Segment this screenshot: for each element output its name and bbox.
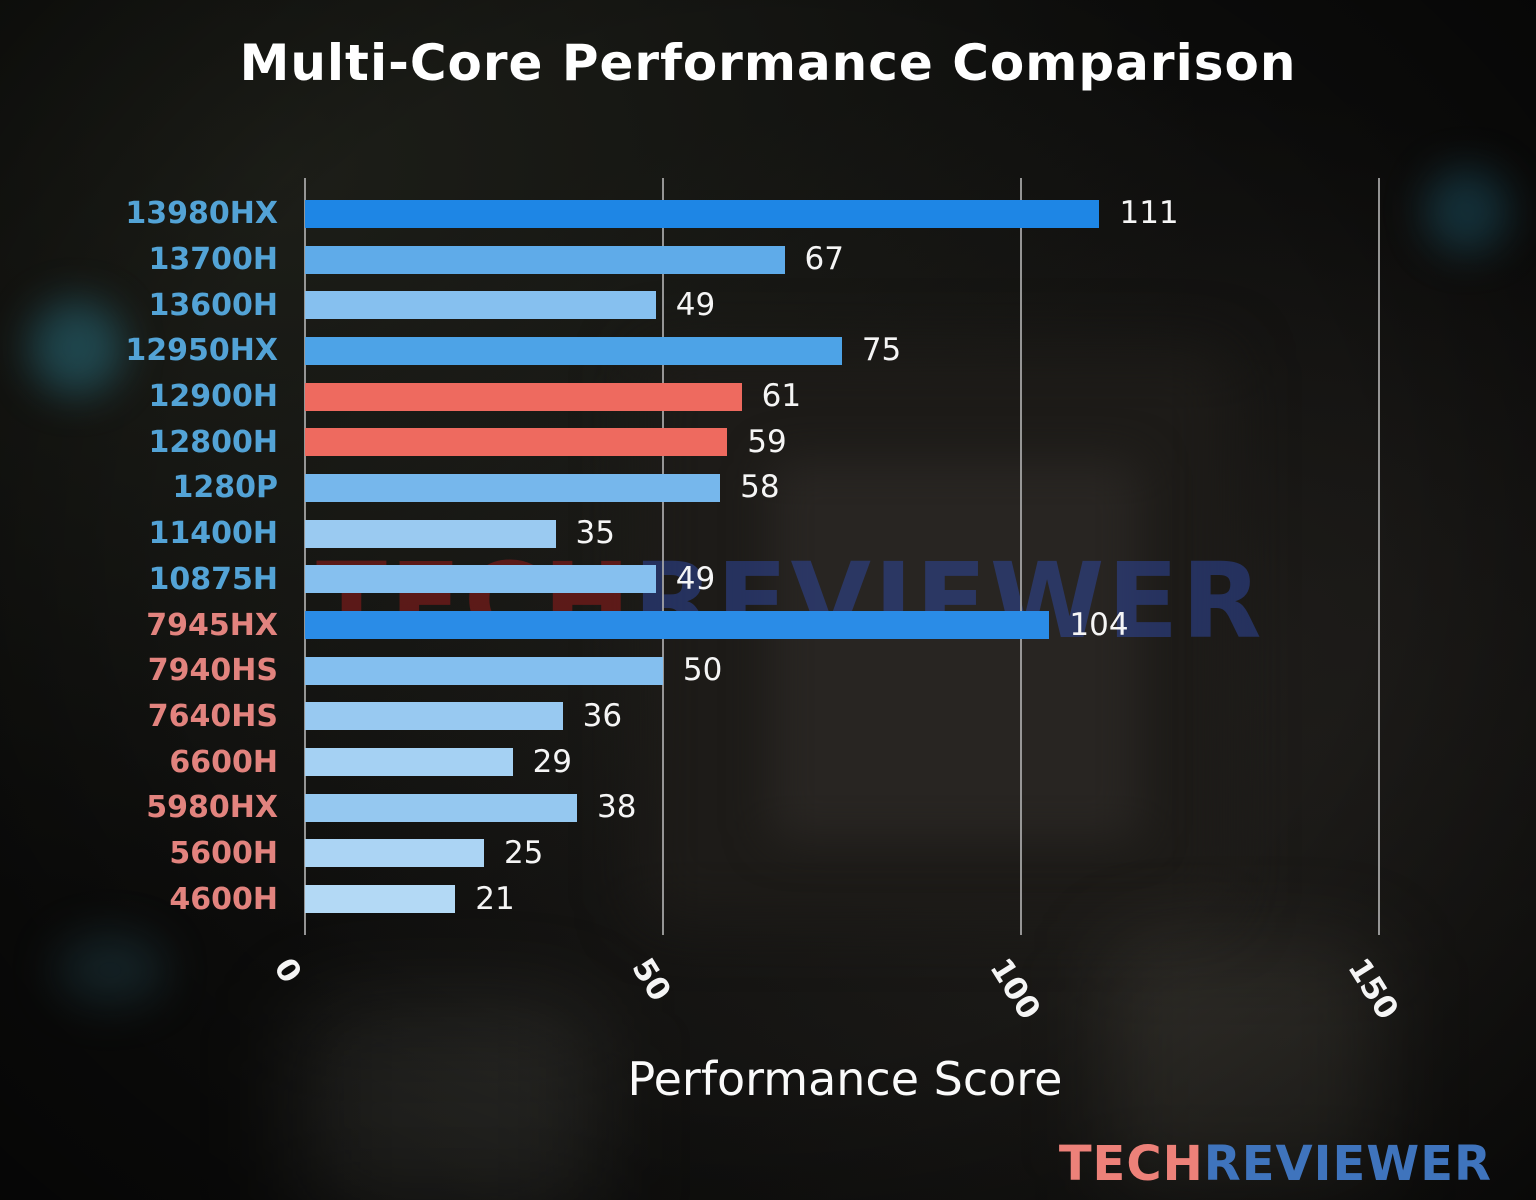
value-label-12950HX: 75	[861, 332, 902, 369]
gridlines	[304, 178, 1486, 935]
bar-row-10875H: 49	[305, 557, 1486, 603]
bar-7640HS	[305, 702, 563, 731]
bar-row-6600H: 29	[305, 739, 1486, 785]
value-label-11400H: 35	[575, 515, 615, 552]
bar-row-13980HX: 111	[305, 191, 1486, 237]
category-label-13700H: 13700H	[148, 242, 278, 278]
bar-5980HX	[305, 793, 577, 822]
bar-12800H	[305, 428, 728, 457]
bar-13980HX	[305, 199, 1100, 228]
chart-title: Multi-Core Performance Comparison	[239, 34, 1297, 92]
category-label-10875H: 10875H	[148, 561, 278, 597]
category-label-1280P: 1280P	[172, 470, 278, 506]
bar-row-13700H: 67	[305, 237, 1486, 283]
category-label-5600H: 5600H	[169, 835, 278, 871]
bar-6600H	[305, 748, 513, 777]
category-label-12800H: 12800H	[148, 424, 278, 460]
category-label-11400H: 11400H	[148, 516, 278, 552]
bar-row-13600H: 49	[305, 282, 1486, 328]
value-label-5600H: 25	[503, 834, 544, 871]
bar-row-4600H: 21	[305, 876, 1486, 922]
value-label-7945HX: 104	[1069, 606, 1129, 643]
bar-11400H	[305, 519, 556, 548]
gridline-100	[1019, 178, 1022, 935]
logo-tech-text: TECH	[1058, 1136, 1204, 1192]
gridline-150	[1377, 178, 1380, 935]
bar-12950HX	[305, 336, 842, 365]
watermark-reviewer-text: REVIEWER	[633, 540, 1265, 662]
y-axis-labels: 13980HX 13700H 13600H 12950HX 12900H 12800H 12…	[0, 191, 292, 922]
bar-13600H	[305, 291, 656, 320]
value-label-13600H: 49	[675, 286, 716, 323]
category-label-4600H: 4600H	[169, 881, 278, 917]
value-label-7940HS: 50	[682, 652, 723, 689]
bar-row-12950HX: 75	[305, 328, 1486, 374]
category-label-7940HS: 7940HS	[147, 653, 278, 689]
bar-row-12800H: 59	[305, 419, 1486, 465]
gridline-0	[304, 178, 306, 935]
bar-10875H	[305, 565, 656, 594]
watermark-tech-text: TECH	[316, 540, 634, 662]
logo-reviewer-text: REVIEWER	[1203, 1136, 1492, 1192]
value-label-12900H: 61	[761, 378, 802, 415]
value-label-1280P: 58	[740, 469, 780, 506]
bar-row-7640HS: 36	[305, 694, 1486, 740]
bar-row-11400H: 35	[305, 511, 1486, 557]
x-axis-label: Performance Score	[627, 1052, 1063, 1106]
bar-rows: 111 67 49 75 61 59 58 35 49 104 50 36 29 38 25 21	[305, 191, 1486, 922]
bar-row-7940HS: 50	[305, 648, 1486, 694]
bar-12900H	[305, 382, 742, 411]
bar-row-5600H: 25	[305, 831, 1486, 877]
bar-4600H	[305, 885, 456, 914]
value-label-4600H: 21	[475, 880, 515, 917]
bar-1280P	[305, 473, 721, 502]
bar-row-5980HX: 38	[305, 785, 1486, 831]
category-label-13600H: 13600H	[148, 287, 278, 323]
value-label-13700H: 67	[804, 241, 844, 278]
category-label-7640HS: 7640HS	[147, 698, 278, 734]
bar-5600H	[305, 839, 484, 868]
bar-row-1280P: 58	[305, 465, 1486, 511]
value-label-10875H: 49	[675, 560, 716, 597]
bar-7945HX	[305, 611, 1050, 640]
watermark: TECHREVIEWER	[316, 540, 1265, 662]
bar-13700H	[305, 245, 785, 274]
bar-7940HS	[305, 656, 663, 685]
bar-row-12900H: 61	[305, 374, 1486, 420]
category-label-7945HX: 7945HX	[146, 607, 278, 643]
category-label-5980HX: 5980HX	[146, 790, 278, 826]
category-label-12950HX: 12950HX	[125, 333, 278, 369]
value-label-7640HS: 36	[582, 697, 623, 734]
value-label-13980HX: 111	[1119, 195, 1179, 232]
value-label-5980HX: 38	[596, 789, 637, 826]
value-label-12800H: 59	[747, 423, 787, 460]
category-label-6600H: 6600H	[169, 744, 278, 780]
category-label-12900H: 12900H	[148, 379, 278, 415]
plot-area: 111 67 49 75 61 59 58 35 49 104 50 36 29 38 25 21	[304, 178, 1486, 935]
category-label-13980HX: 13980HX	[125, 196, 278, 232]
bar-row-7945HX: 104	[305, 602, 1486, 648]
gridline-50	[661, 178, 664, 935]
value-label-6600H: 29	[532, 743, 573, 780]
brand-logo: TECHREVIEWER	[1059, 1136, 1492, 1192]
